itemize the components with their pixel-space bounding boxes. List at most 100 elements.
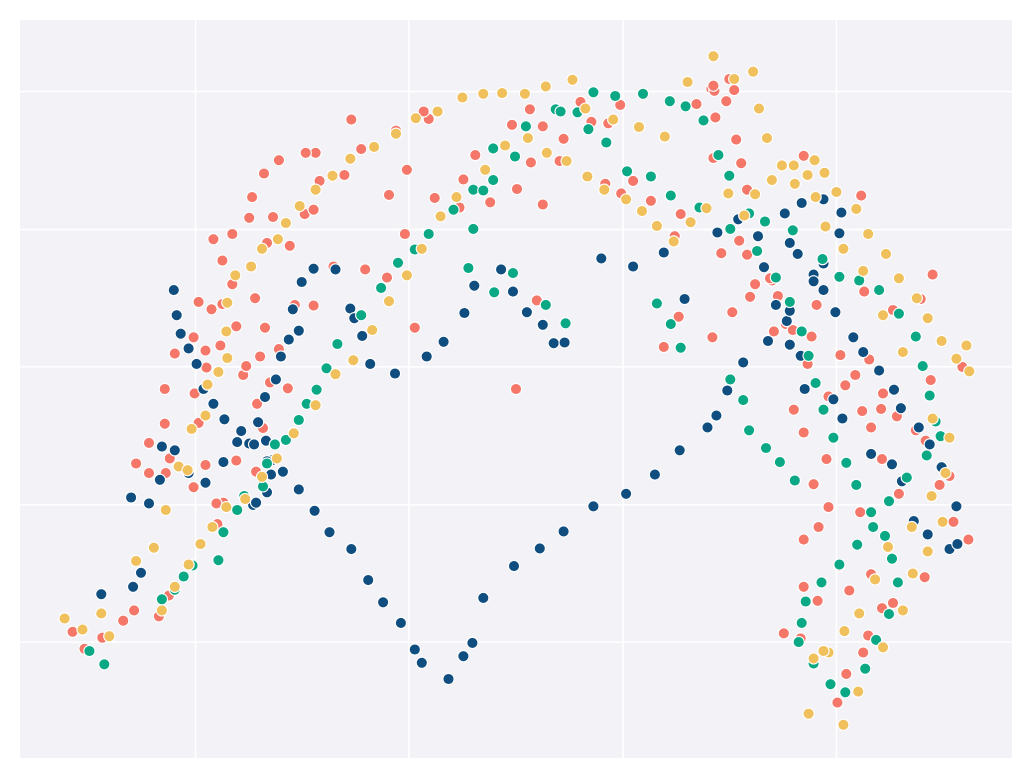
- scatter-point: [255, 470, 269, 483]
- scatter-point: [299, 146, 312, 159]
- data-points: [58, 50, 976, 731]
- scatter-point: [557, 525, 570, 538]
- scatter-point: [257, 167, 271, 180]
- scatter-point: [887, 383, 901, 396]
- scatter-point: [510, 182, 524, 196]
- scatter-point: [679, 100, 692, 113]
- scatter-point: [487, 173, 500, 187]
- scatter-point: [98, 658, 111, 671]
- scatter-point: [809, 190, 822, 204]
- scatter-point: [155, 604, 169, 617]
- scatter-point: [947, 515, 960, 528]
- scatter-point: [864, 421, 878, 434]
- scatter-point: [921, 545, 934, 558]
- scatter-point: [816, 252, 829, 266]
- scatter-point: [447, 203, 460, 216]
- scatter-point: [817, 644, 830, 658]
- scatter-point: [389, 127, 403, 140]
- scatter-point: [477, 87, 490, 100]
- scatter-point: [798, 382, 811, 396]
- scatter-point: [619, 193, 633, 206]
- scatter-point: [295, 275, 308, 289]
- scatter-point: [129, 457, 143, 470]
- scatter-point: [437, 335, 450, 348]
- scatter-point: [310, 383, 323, 396]
- scatter-point: [795, 196, 808, 210]
- scatter-point: [896, 604, 910, 617]
- scatter-point: [909, 330, 922, 343]
- scatter-point: [468, 279, 481, 292]
- scatter-point: [815, 576, 828, 589]
- scatter-point: [636, 87, 650, 100]
- scatter-point: [950, 500, 963, 513]
- scatter-point: [900, 471, 913, 484]
- scatter-point: [720, 95, 733, 108]
- scatter-point: [456, 91, 469, 104]
- scatter-point: [239, 492, 252, 506]
- scatter-point: [408, 321, 421, 334]
- scatter-point: [382, 295, 396, 308]
- scatter-point: [864, 506, 878, 519]
- scatter-point: [847, 331, 860, 344]
- scatter-point: [192, 295, 205, 309]
- scatter-point: [936, 515, 949, 528]
- scatter-point: [276, 465, 290, 478]
- scatter-point: [484, 196, 497, 209]
- scatter-point: [751, 230, 765, 243]
- scatter-point: [644, 170, 658, 183]
- scatter-point: [582, 123, 595, 136]
- scatter-point: [431, 105, 444, 118]
- scatter-point: [811, 594, 824, 607]
- scatter-point: [819, 220, 832, 233]
- scatter-point: [760, 131, 774, 145]
- scatter-point: [701, 421, 714, 434]
- scatter-point: [757, 261, 771, 274]
- scatter-point: [579, 102, 592, 115]
- scatter-point: [326, 169, 339, 182]
- scatter-point: [124, 491, 138, 504]
- scatter-point: [282, 333, 295, 346]
- scatter-point: [786, 224, 799, 237]
- scatter-point: [728, 83, 741, 97]
- scatter-point: [509, 382, 523, 396]
- scatter-point: [840, 667, 853, 681]
- scatter-point: [134, 566, 148, 579]
- scatter-point: [657, 340, 670, 354]
- scatter-point: [338, 168, 351, 182]
- scatter-point: [648, 468, 662, 481]
- scatter-point: [822, 500, 835, 514]
- scatter-point: [281, 382, 294, 395]
- scatter-point: [153, 473, 167, 486]
- scatter-point: [722, 187, 735, 200]
- scatter-point: [508, 150, 522, 163]
- scatter-point: [185, 422, 198, 436]
- scatter-point: [709, 111, 722, 124]
- scatter-point: [292, 324, 305, 337]
- scatter-point: [851, 538, 864, 551]
- scatter-point: [520, 306, 534, 319]
- scatter-point: [283, 239, 296, 252]
- scatter-point: [674, 341, 687, 354]
- scatter-point: [833, 270, 846, 283]
- scatter-point: [857, 345, 870, 359]
- scatter-point: [650, 297, 664, 310]
- scatter-point: [270, 452, 284, 465]
- scatter-point: [690, 97, 703, 111]
- scatter-point: [293, 199, 306, 213]
- scatter-point: [218, 413, 231, 426]
- scatter-point: [323, 526, 336, 539]
- scatter-point: [103, 630, 116, 643]
- scatter-point: [657, 246, 670, 259]
- scatter-point: [220, 325, 233, 338]
- scatter-point: [539, 298, 552, 312]
- scatter-point: [925, 489, 938, 503]
- scatter-point: [366, 323, 379, 337]
- scatter-point: [247, 438, 261, 451]
- scatter-point: [838, 624, 851, 638]
- scatter-point: [380, 271, 394, 284]
- scatter-point: [320, 362, 333, 375]
- scatter-point: [855, 189, 868, 202]
- scatter-point: [345, 542, 358, 556]
- scatter-point: [724, 222, 737, 236]
- scatter-point: [457, 650, 470, 663]
